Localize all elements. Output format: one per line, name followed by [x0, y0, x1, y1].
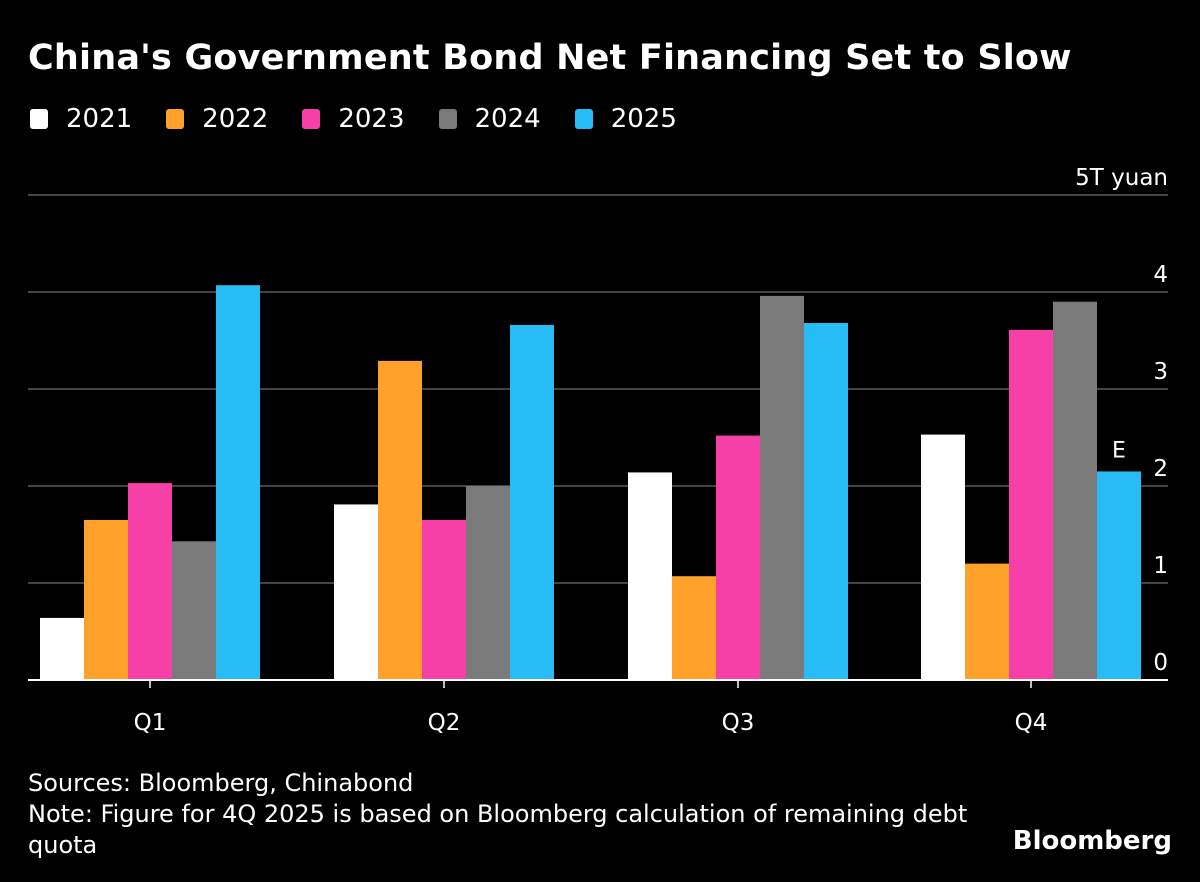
- legend-swatch-2021: [30, 109, 48, 129]
- legend-item-2025: 2025: [574, 104, 677, 134]
- bar-Q4-2025: [1097, 471, 1141, 680]
- bar-Q2-2023: [422, 519, 466, 680]
- x-tick-label-Q2: Q2: [428, 710, 461, 736]
- x-tick-label-Q1: Q1: [134, 710, 167, 736]
- bar-Q2-2024: [466, 486, 510, 680]
- bar-Q3-2023: [716, 435, 760, 680]
- x-tick-label-Q3: Q3: [722, 710, 755, 736]
- y-tick-label-3: 3: [1153, 359, 1168, 385]
- bar-Q2-2025: [510, 324, 554, 680]
- legend-swatch-2022: [166, 109, 185, 129]
- footer-notes: Sources: Bloomberg, Chinabond Note: Figu…: [28, 768, 967, 861]
- legend-item-2022: 2022: [166, 104, 268, 134]
- bar-Q3-2024: [760, 295, 804, 680]
- legend-item-2024: 2024: [438, 104, 541, 134]
- legend-item-2021: 2021: [30, 104, 132, 134]
- sources-text: Sources: Bloomberg, Chinabond: [28, 769, 414, 797]
- bar-Q1-2023: [128, 483, 172, 680]
- bar-Q3-2021: [628, 472, 672, 680]
- bar-Q2-2021: [334, 504, 378, 680]
- annotation-estimate: E: [1112, 438, 1126, 463]
- note-text-line1: Note: Figure for 4Q 2025 is based on Blo…: [28, 800, 968, 828]
- chart-title: China's Government Bond Net Financing Se…: [28, 38, 1072, 78]
- bar-Q3-2022: [672, 576, 716, 680]
- bar-Q2-2022: [378, 360, 422, 680]
- bar-Q4-2024: [1053, 301, 1097, 680]
- note-text-line2: quota: [28, 831, 98, 859]
- bar-Q4-2022: [965, 563, 1009, 680]
- bar-Q4-2021: [921, 434, 965, 680]
- y-tick-label-0: 0: [1153, 650, 1168, 676]
- legend: 2021 2022 2023 2024 2025: [30, 104, 711, 134]
- legend-item-2023: 2023: [302, 104, 405, 134]
- legend-label-2025: 2025: [610, 104, 677, 134]
- bar-Q1-2022: [84, 519, 128, 680]
- legend-swatch-2024: [438, 109, 457, 129]
- bar-Q3-2025: [804, 323, 848, 680]
- bar-Q1-2021: [40, 617, 84, 680]
- y-tick-label-5: 5T yuan: [1075, 165, 1168, 191]
- bloomberg-logo: Bloomberg: [1012, 826, 1172, 856]
- x-tick-label-Q4: Q4: [1015, 710, 1048, 736]
- legend-label-2023: 2023: [338, 104, 405, 134]
- bar-Q1-2024: [172, 541, 216, 680]
- legend-label-2024: 2024: [474, 104, 541, 134]
- legend-label-2022: 2022: [202, 104, 269, 134]
- legend-swatch-2023: [302, 109, 321, 129]
- y-tick-label-1: 1: [1153, 553, 1168, 579]
- y-tick-label-4: 4: [1153, 262, 1168, 288]
- legend-swatch-2025: [574, 109, 593, 129]
- bar-Q1-2025: [216, 285, 260, 680]
- legend-label-2021: 2021: [66, 104, 133, 134]
- bar-Q4-2023: [1009, 329, 1053, 680]
- y-tick-label-2: 2: [1153, 456, 1168, 482]
